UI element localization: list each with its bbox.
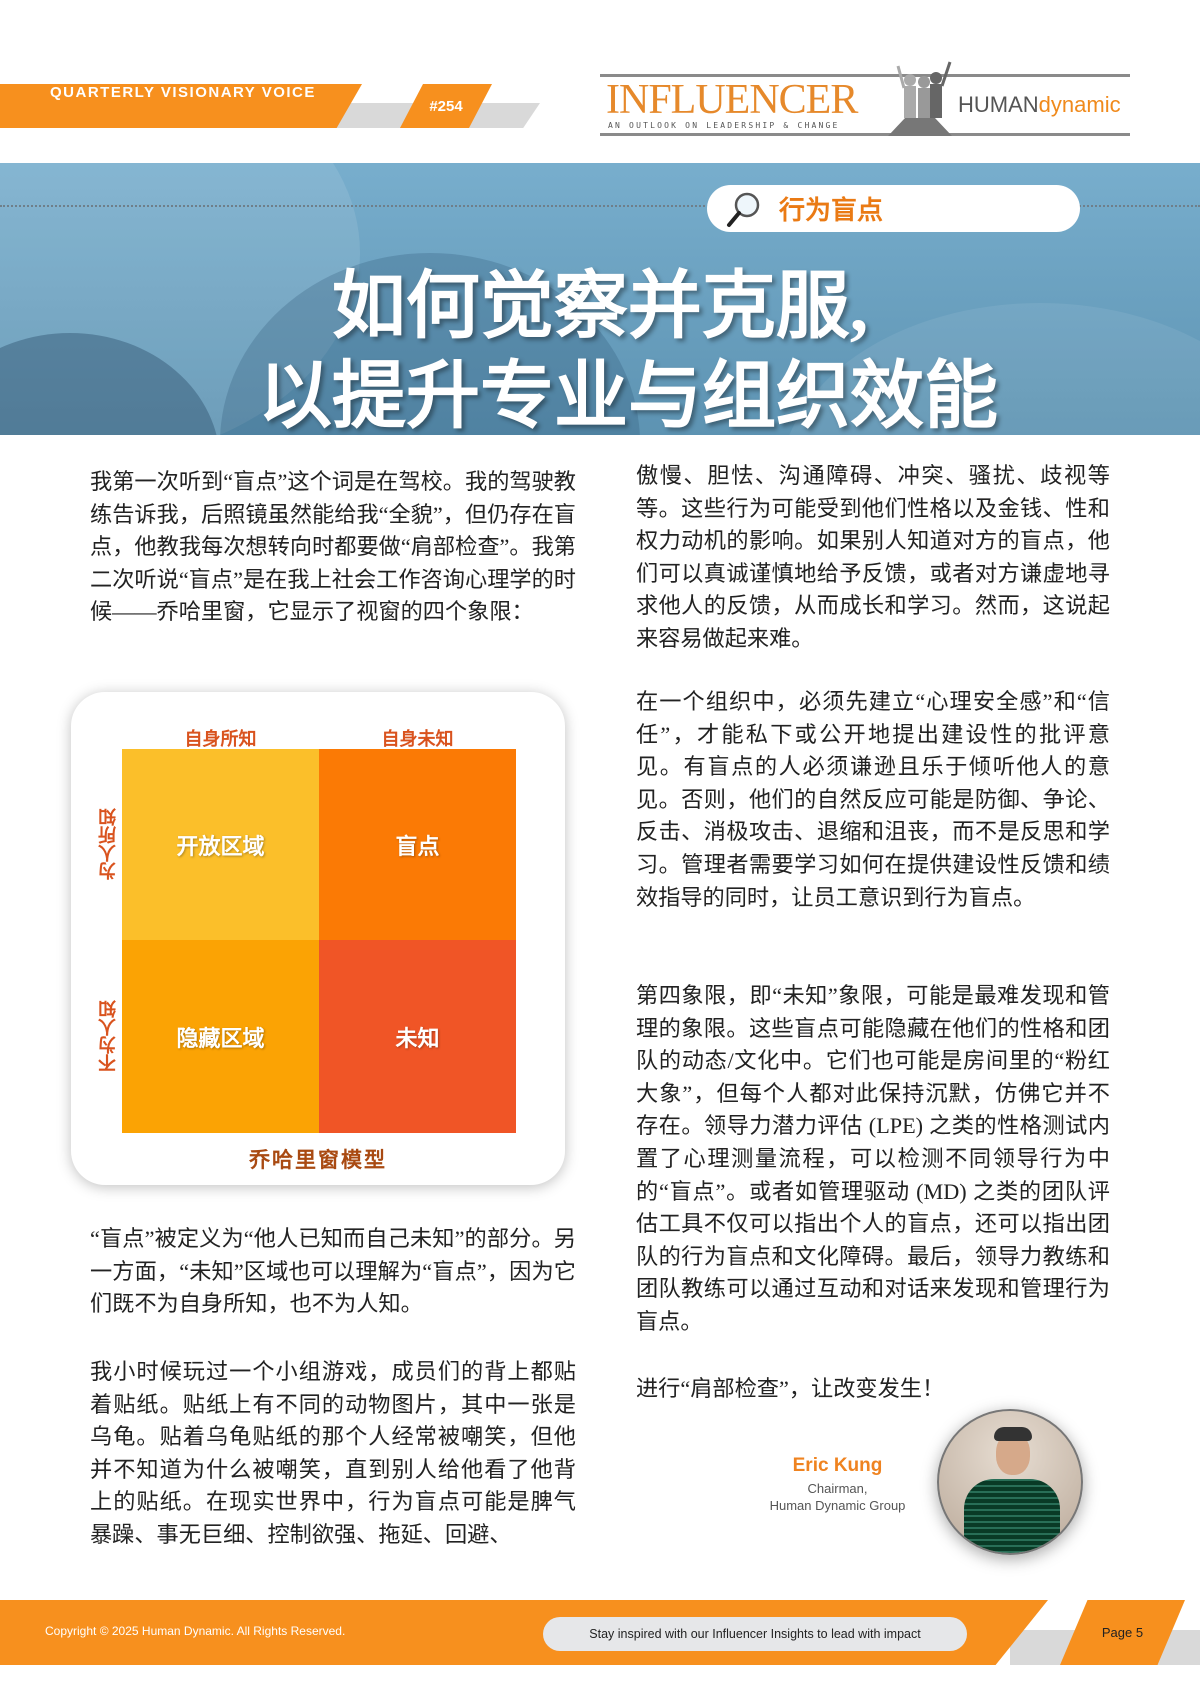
humandynamic-logo: HUMANdynamic <box>958 92 1121 117</box>
johari-window-card: 自身所知 自身未知 为人所知 不为人知 开放区域 盲点 隐藏区域 未知 乔哈里窗… <box>71 692 565 1185</box>
series-title: QUARTERLY VISIONARY VOICE <box>50 84 316 101</box>
copyright: Copyright © 2025 Human Dynamic. All Righ… <box>45 1624 346 1638</box>
author-title: Chairman, <box>807 1481 868 1496</box>
quadrant-hidden: 隐藏区域 <box>122 940 319 1133</box>
paragraph: 我第一次听到“盲点”这个词是在驾校。我的驾驶教练告诉我，后照镜虽然能给我“全貌”… <box>90 469 576 625</box>
row-header: 为人所知 <box>98 808 118 881</box>
logo-rule-bottom <box>600 133 1130 136</box>
paragraph: “盲点”被定义为“他人已知而自己未知”的部分。另一方面，“未知”区域也可以理解为… <box>90 1226 576 1317</box>
author-name: Eric Kung <box>792 1455 883 1476</box>
series-banner <box>0 84 362 128</box>
quadrant-open: 开放区域 <box>122 749 319 940</box>
paragraph: 在一个组织中，必须先建立“心理安全感”和“信任”，才能私下或公开地提出建设性的批… <box>636 689 1110 910</box>
logo-rule-top <box>600 74 1130 77</box>
author-photo <box>937 1409 1083 1555</box>
author-organization: Human Dynamic Group <box>769 1498 906 1513</box>
closing-line: 进行“肩部检查”，让改变发生！ <box>636 1376 945 1401</box>
column-header: 自身所知 <box>184 729 257 749</box>
johari-caption: 乔哈里窗模型 <box>249 1148 387 1172</box>
footer-tagline: Stay inspired with our Influencer Insigh… <box>543 1617 967 1651</box>
logo-tagline: AN OUTLOOK ON LEADERSHIP & CHANGE <box>608 121 840 130</box>
article-title-line1: 如何觉察并克服, <box>331 266 869 348</box>
quadrant-unknown: 未知 <box>319 940 516 1133</box>
people-silhouette-icon <box>888 61 952 136</box>
row-header: 不为人知 <box>98 1000 118 1073</box>
column-header: 自身未知 <box>381 729 454 749</box>
topic-tag: 行为盲点 <box>707 185 1080 232</box>
magnifier-icon <box>727 192 760 227</box>
article-title-line2: 以提升专业与组织效能 <box>258 356 998 438</box>
quadrant-blind-spot: 盲点 <box>319 749 516 940</box>
topic-tag-label: 行为盲点 <box>779 196 884 225</box>
paragraph: 第四象限，即“未知”象限，可能是最难发现和管理的象限。这些盲点可能隐藏在他们的性… <box>636 983 1110 1334</box>
banner-dotted-rule <box>0 205 1200 207</box>
paragraph: 我小时候玩过一个小组游戏，成员们的背上都贴着贴纸。贴纸上有不同的动物图片，其中一… <box>90 1359 576 1547</box>
paragraph: 傲慢、胆怯、沟通障碍、冲突、骚扰、歧视等等。这些行为可能受到他们性格以及金钱、性… <box>636 463 1110 651</box>
influencer-logo: INFLUENCER <box>606 77 858 123</box>
